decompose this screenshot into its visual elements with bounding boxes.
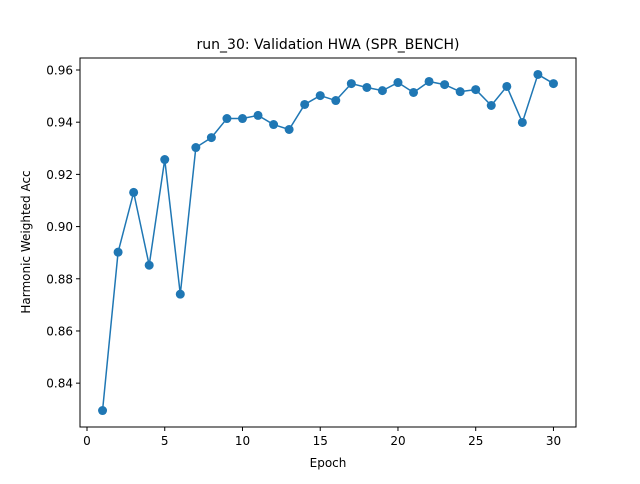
data-point <box>191 143 201 153</box>
y-tick-label: 0.84 <box>46 377 73 391</box>
data-point <box>393 78 403 88</box>
y-tick-label: 0.90 <box>46 220 73 234</box>
data-point <box>533 69 543 79</box>
data-point <box>144 260 154 270</box>
x-tick-label: 15 <box>313 434 328 448</box>
data-point <box>300 99 310 109</box>
data-point <box>517 117 527 127</box>
plot-frame <box>79 57 577 428</box>
y-tick-label: 0.88 <box>46 272 73 286</box>
y-axis: 0.84 0.86 0.88 0.90 0.92 0.94 0.96 <box>46 64 80 391</box>
data-point <box>237 114 247 124</box>
data-point <box>440 80 450 90</box>
x-tick-label: 0 <box>83 434 91 448</box>
data-point <box>113 247 123 257</box>
data-point <box>253 110 263 120</box>
data-point <box>548 79 558 89</box>
data-point <box>409 87 419 97</box>
data-point <box>129 187 139 197</box>
data-point <box>98 406 108 416</box>
plot-area <box>98 69 558 416</box>
x-tick-label: 30 <box>546 434 561 448</box>
data-point <box>377 86 387 96</box>
y-tick-label: 0.92 <box>46 168 73 182</box>
data-point <box>160 155 170 165</box>
data-point <box>175 289 185 299</box>
data-point <box>502 81 512 91</box>
data-point <box>206 133 216 143</box>
data-point <box>346 79 356 89</box>
y-tick-label: 0.86 <box>46 324 73 338</box>
data-point <box>315 91 325 101</box>
data-point <box>424 76 434 86</box>
data-point <box>486 100 496 110</box>
x-tick-label: 25 <box>468 434 483 448</box>
data-point <box>284 125 294 135</box>
x-tick-label: 5 <box>161 434 169 448</box>
x-axis-label: Epoch <box>310 456 347 470</box>
data-point <box>222 114 232 124</box>
data-point <box>471 85 481 95</box>
data-point <box>269 120 279 130</box>
chart-title: run_30: Validation HWA (SPR_BENCH) <box>197 37 460 53</box>
data-point <box>455 87 465 97</box>
y-tick-label: 0.94 <box>46 116 73 130</box>
y-tick-label: 0.96 <box>46 64 73 78</box>
data-point <box>331 96 341 106</box>
y-axis-label: Harmonic Weighted Acc <box>19 170 33 313</box>
x-tick-label: 10 <box>235 434 250 448</box>
x-axis: 0 5 10 15 20 25 30 <box>83 427 561 448</box>
data-point <box>362 82 372 92</box>
x-tick-label: 20 <box>390 434 405 448</box>
